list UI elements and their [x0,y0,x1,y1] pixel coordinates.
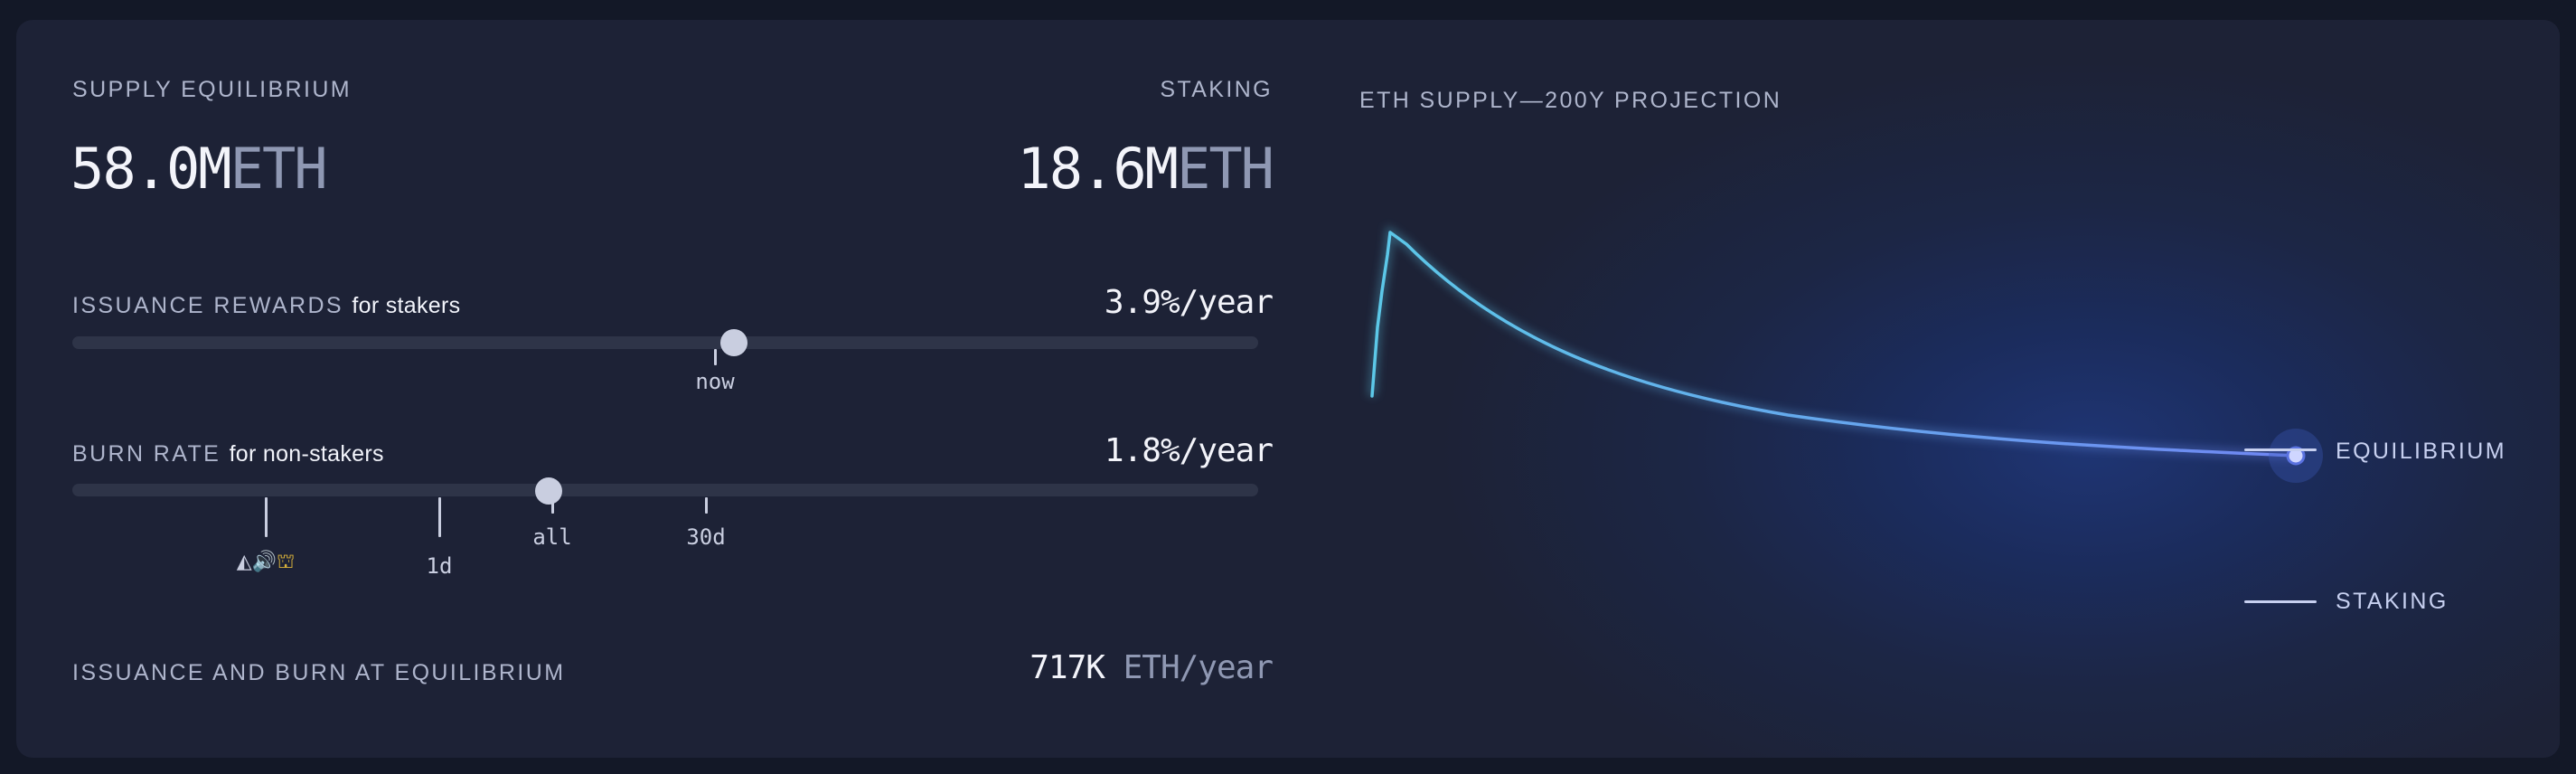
burn-tick-1d[interactable] [438,497,441,537]
issuance-slider-track[interactable] [72,336,1258,349]
staking-legend-label: STAKING [2336,589,2449,614]
staking-unit: ETH [1177,136,1274,202]
burn-tick-all[interactable] [551,497,554,514]
staking-label: STAKING [1160,77,1273,102]
supply-equilibrium-value: 58.0METH [71,136,328,202]
equilibrium-legend-line [2244,448,2317,451]
issuance-now-label: now [695,369,735,394]
burn-rate-title: BURN RATE [72,441,221,467]
supply-equilibrium-unit: ETH [230,136,328,202]
issuance-rewards-title: ISSUANCE REWARDS [72,293,344,318]
burn-tick-emoji[interactable] [265,497,268,537]
equilibrium-flow-label: ISSUANCE AND BURN AT EQUILIBRIUM [72,660,566,685]
burn-slider-track[interactable] [72,484,1258,496]
projection-title: ETH SUPPLY—200Y PROJECTION [1359,88,1782,113]
supply-projection-chart [1368,224,2323,483]
speaker-icon: 🔊 [251,550,277,572]
staking-value: 18.6METH [1017,136,1274,202]
issuance-rate: 3.9%/year [1104,284,1274,321]
issuance-now-tick [714,349,717,365]
supply-equilibrium-label: SUPPLY EQUILIBRIUM [72,77,353,102]
burn-rate-sub: for non-stakers [229,441,384,467]
equilibrium-flow-number: 717K [1029,649,1105,686]
equilibrium-flow-unit: ETH/year [1123,649,1274,686]
issuance-slider-handle[interactable] [720,329,748,356]
supply-curve [1370,231,2298,458]
burn-emoji-icons: ◭🔊⛫ [237,550,296,576]
staking-number: 18.6M [1017,136,1179,202]
burn-rate-value: 1.8%/year [1104,432,1274,469]
burn-tick-30d[interactable] [705,497,708,514]
burn-rate-label: BURN RATE for non-stakers [72,441,384,467]
burn-slider-handle[interactable] [535,477,563,505]
staking-legend-line [2244,600,2317,603]
burn-tick-30d-label: 30d [686,524,726,550]
burn-tick-all-label: all [532,524,572,550]
equilibrium-legend-label: EQUILIBRIUM [2336,439,2506,464]
equilibrium-point[interactable] [2286,446,2306,466]
equilibrium-flow-value: 717K ETH/year [1029,649,1274,686]
chart-background-glow [1318,20,2560,758]
barrier-icon: ⛫ [277,550,296,572]
burn-tick-1d-label: 1d [426,553,453,579]
supply-equilibrium-number: 58.0M [71,136,232,202]
issuance-rewards-sub: for stakers [352,293,461,318]
supply-projection-card: SUPPLY EQUILIBRIUM 58.0METH STAKING 18.6… [16,20,2560,758]
bat-icon: ◭ [236,550,252,572]
issuance-rewards-label: ISSUANCE REWARDS for stakers [72,293,460,319]
